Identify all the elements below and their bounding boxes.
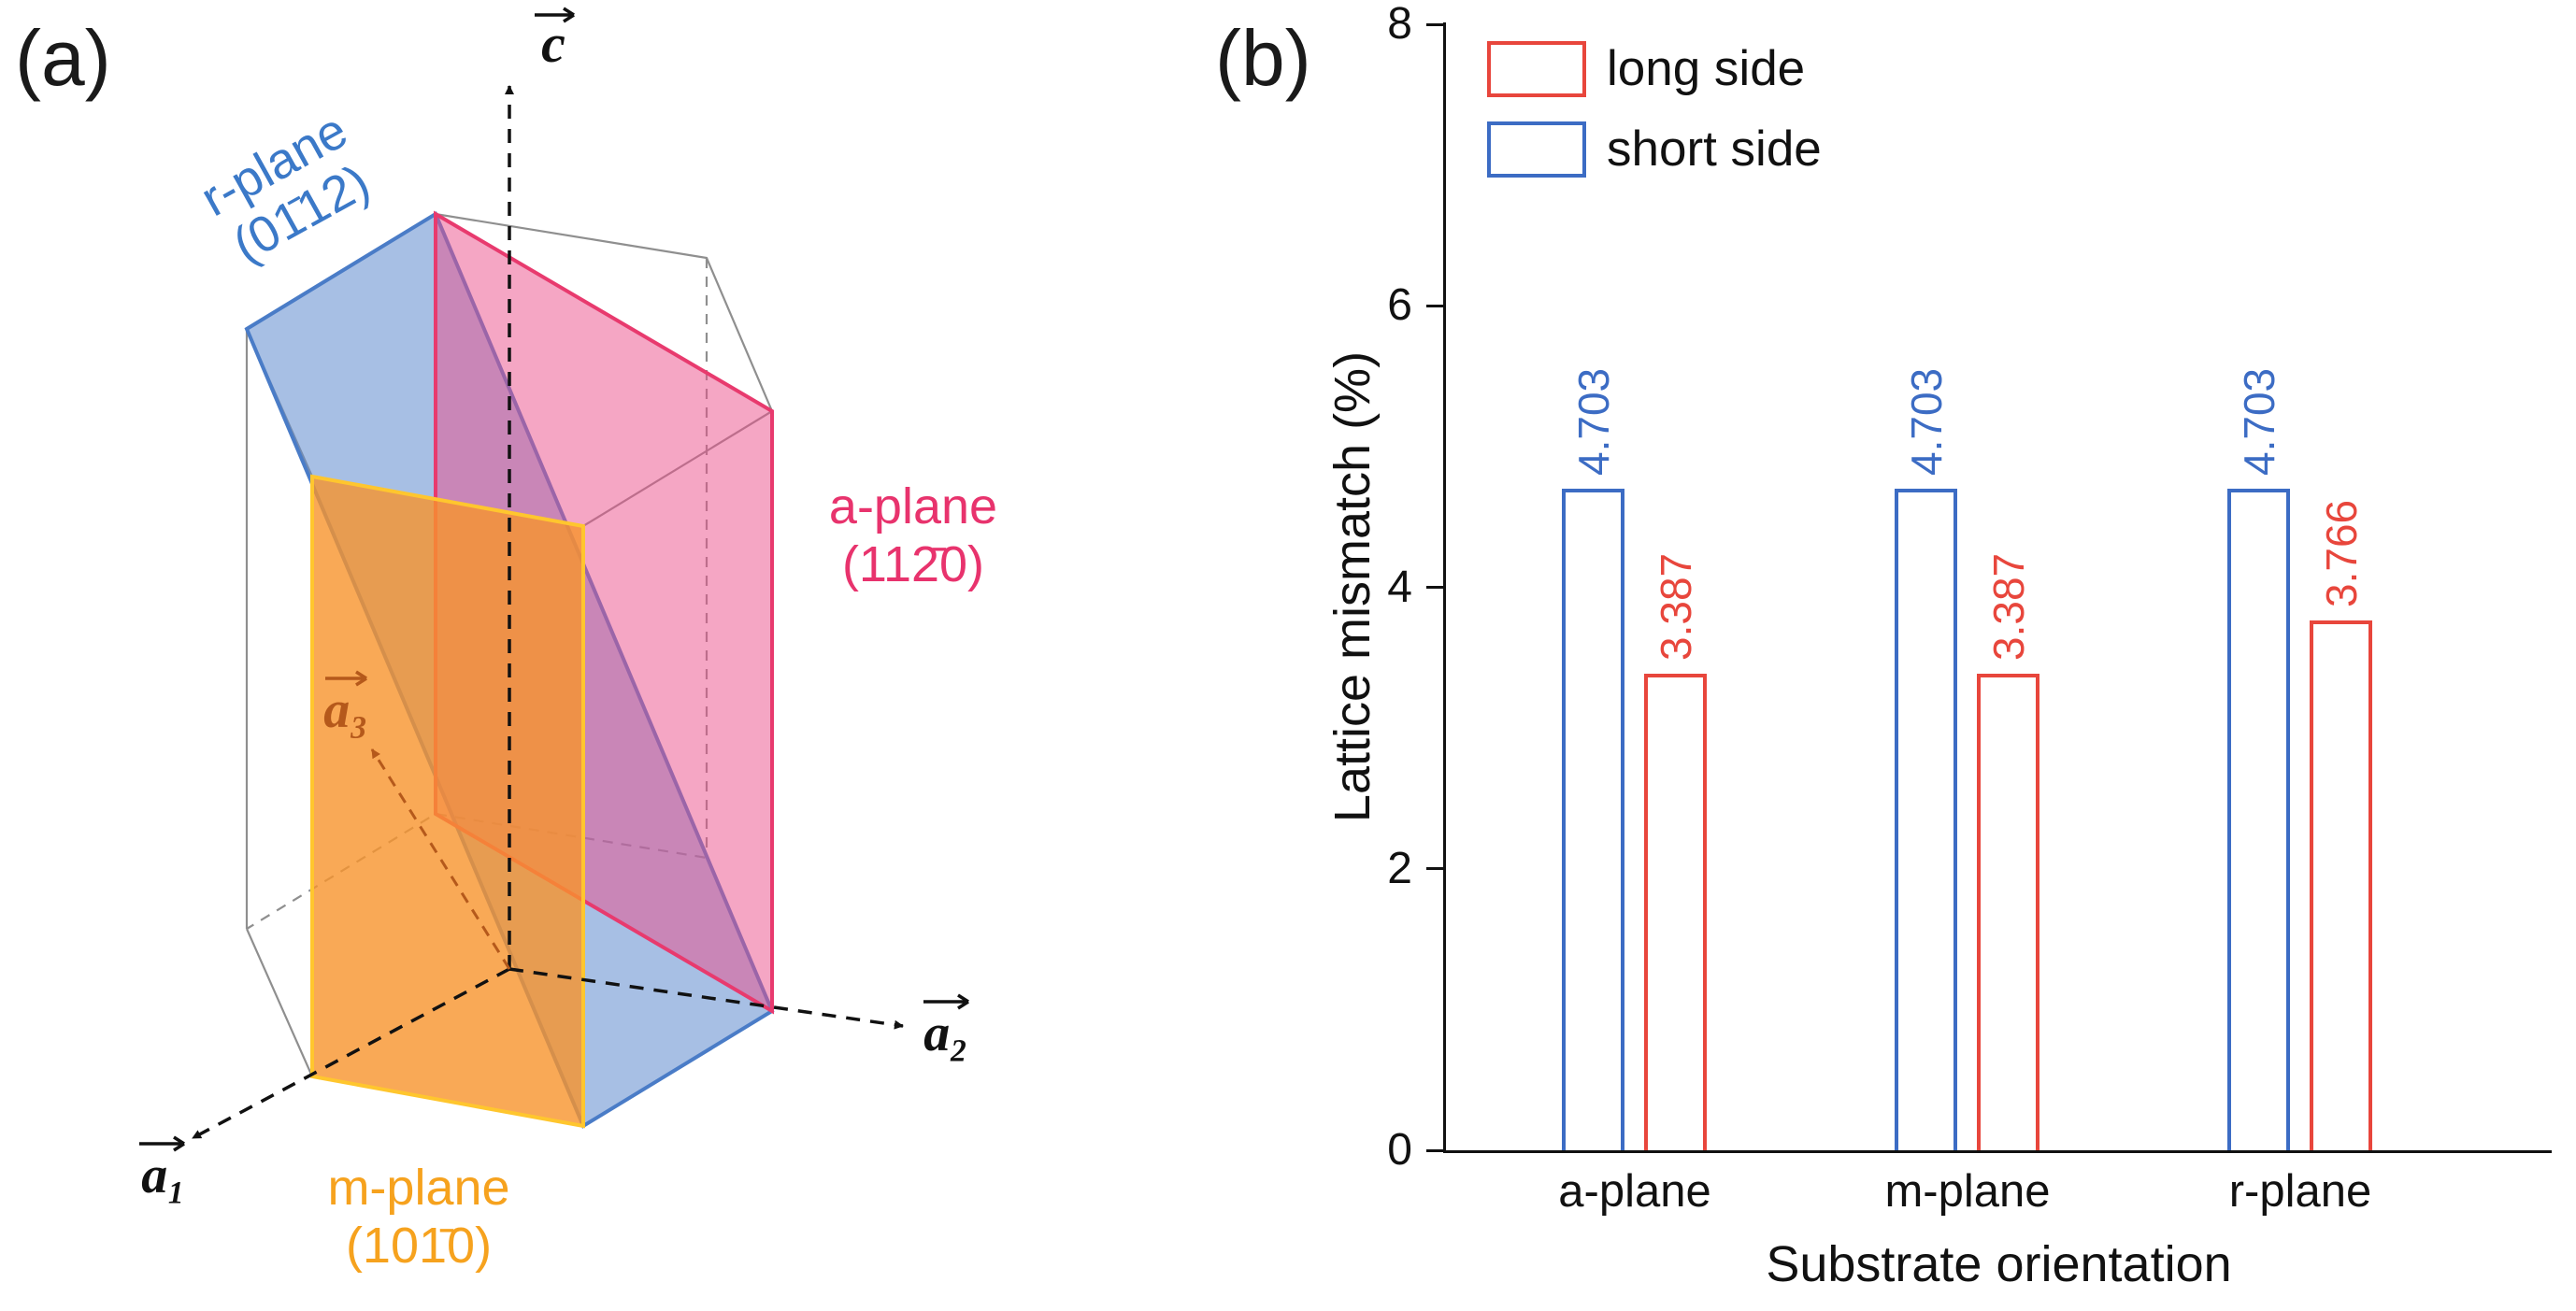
- a1-axis-label: a₁: [139, 1135, 186, 1204]
- svg-text:a₂: a₂: [923, 1005, 968, 1062]
- panel-a-label: (a): [15, 14, 111, 102]
- a3-axis-arrow: [370, 748, 511, 970]
- crystal-diagram: c a₁ a₂ a₃ r-plane (01̄12) a-plane (112̄…: [139, 7, 997, 1274]
- vector-arrow-icon: [535, 7, 575, 23]
- bar-value-label: 4.703: [2235, 367, 2283, 476]
- vector-arrow-icon: [139, 1135, 185, 1152]
- m-plane-miller: (101̄0): [346, 1218, 492, 1274]
- m-plane-label: m-plane (101̄0): [327, 1160, 509, 1274]
- a1-axis-arrow: [192, 967, 510, 1140]
- svg-text:c: c: [541, 13, 565, 74]
- bar-value-label: 3.387: [1652, 552, 1700, 661]
- legend-item-long-side: long side: [1487, 41, 1822, 97]
- legend-label-short-side: short side: [1607, 121, 1822, 177]
- chart-legend: long side short side: [1487, 41, 1822, 202]
- bar-long-side-m-plane: [1977, 674, 2039, 1150]
- legend-label-long-side: long side: [1607, 41, 1806, 96]
- bar-short-side-m-plane: [1895, 489, 1957, 1150]
- a3-axis-label: a₃: [323, 670, 368, 739]
- m-plane-name: m-plane: [327, 1160, 509, 1216]
- x-axis-title: Substrate orientation: [1766, 1236, 2232, 1292]
- panel-b-label: (b): [1215, 14, 1311, 102]
- legend-swatch-short-side: [1487, 121, 1586, 178]
- y-axis-title: Lattice mismatch (%): [1324, 350, 1381, 823]
- y-axis-spine: [1443, 22, 1446, 1153]
- y-tick: [1426, 867, 1443, 871]
- vector-arrow-icon: [923, 993, 969, 1010]
- y-tick: [1426, 22, 1443, 26]
- c-axis-label: c: [535, 7, 575, 74]
- x-category-label-r-plane: r-plane: [2228, 1166, 2372, 1217]
- bar-long-side-r-plane: [2310, 620, 2372, 1150]
- bar-value-label: 3.387: [1984, 552, 2033, 661]
- y-tick: [1426, 304, 1443, 307]
- a2-axis-label: a₂: [923, 993, 969, 1062]
- a-plane-label: a-plane (112̄0): [829, 478, 997, 592]
- m-plane-surface: [310, 474, 585, 1129]
- x-axis-spine: [1443, 1150, 2552, 1153]
- bar-value-label: 4.703: [1902, 367, 1951, 476]
- legend-swatch-long-side: [1487, 41, 1586, 97]
- y-tick-label: 0: [1387, 1125, 1412, 1175]
- bar-short-side-a-plane: [1562, 489, 1624, 1150]
- a-plane-name: a-plane: [829, 478, 997, 534]
- y-tick-label: 4: [1387, 562, 1412, 612]
- svg-text:a₃: a₃: [323, 681, 368, 739]
- a2-axis-arrow: [508, 967, 904, 1030]
- bar-value-label: 4.703: [1569, 367, 1618, 476]
- y-tick: [1426, 586, 1443, 589]
- bar-short-side-r-plane: [2227, 489, 2290, 1150]
- x-category-label-m-plane: m-plane: [1884, 1166, 2051, 1217]
- legend-item-short-side: short side: [1487, 121, 1822, 178]
- bar-long-side-a-plane: [1644, 674, 1707, 1150]
- y-tick-label: 2: [1387, 843, 1412, 893]
- svg-text:a₁: a₁: [141, 1147, 186, 1204]
- bar-value-label: 3.766: [2317, 499, 2366, 607]
- y-tick-label: 6: [1387, 280, 1412, 331]
- a-plane-miller: (112̄0): [842, 536, 984, 592]
- vector-arrow-icon: [325, 670, 367, 687]
- y-tick: [1426, 1148, 1443, 1152]
- x-category-label-a-plane: a-plane: [1558, 1166, 1711, 1217]
- y-tick-label: 8: [1387, 0, 1412, 49]
